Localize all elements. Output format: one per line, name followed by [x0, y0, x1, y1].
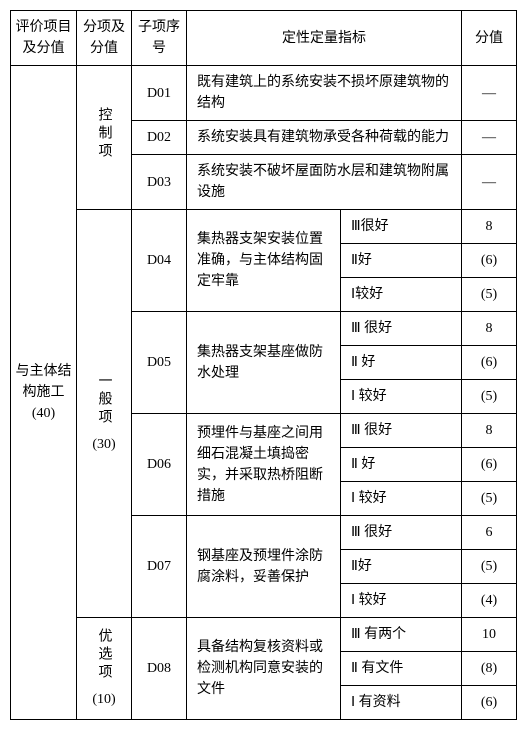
item-desc: 钢基座及预埋件涂防腐涂料，妥善保护	[187, 516, 341, 618]
item-desc: 系统安装具有建筑物承受各种荷载的能力	[187, 121, 462, 155]
score-cell: (5)	[462, 278, 517, 312]
grade-cell: Ⅱ 好	[341, 346, 462, 380]
item-code: D07	[132, 516, 187, 618]
item-code: D01	[132, 66, 187, 121]
item-code: D04	[132, 210, 187, 312]
control-label: 控制项	[77, 66, 132, 210]
header-col5: 分值	[462, 11, 517, 66]
main-category-label: 与主体结构施工	[16, 364, 72, 400]
item-desc: 既有建筑上的系统安装不损坏原建筑物的结构	[187, 66, 462, 121]
item-code: D06	[132, 414, 187, 516]
score-cell: 8	[462, 414, 517, 448]
grade-cell: Ⅰ 较好	[341, 380, 462, 414]
score-cell: (6)	[462, 244, 517, 278]
main-category-cell: 与主体结构施工 (40)	[11, 66, 77, 720]
optional-label: 优选项	[94, 628, 115, 682]
score-cell: (5)	[462, 482, 517, 516]
general-score: (30)	[92, 437, 115, 452]
general-label: 一般项	[94, 373, 115, 427]
item-desc: 系统安装不破坏屋面防水层和建筑物附属设施	[187, 155, 462, 210]
grade-cell: Ⅱ 好	[341, 448, 462, 482]
evaluation-table: 评价项目及分值 分项及分值 子项序号 定性定量指标 分值 与主体结构施工 (40…	[10, 10, 517, 720]
score-cell: 8	[462, 210, 517, 244]
score-cell: (5)	[462, 380, 517, 414]
grade-cell: Ⅰ 有资料	[341, 686, 462, 720]
table-header-row: 评价项目及分值 分项及分值 子项序号 定性定量指标 分值	[11, 11, 517, 66]
item-desc: 集热器支架安装位置准确，与主体结构固定牢靠	[187, 210, 341, 312]
score-cell: 10	[462, 618, 517, 652]
item-code: D03	[132, 155, 187, 210]
item-desc: 具备结构复核资料或检测机构同意安装的文件	[187, 618, 341, 720]
item-score: —	[462, 155, 517, 210]
item-code: D08	[132, 618, 187, 720]
header-col4: 定性定量指标	[187, 11, 462, 66]
optional-label-cell: 优选项 (10)	[77, 618, 132, 720]
grade-cell: Ⅲ 有两个	[341, 618, 462, 652]
score-cell: 6	[462, 516, 517, 550]
grade-cell: Ⅰ较好	[341, 278, 462, 312]
header-col3: 子项序号	[132, 11, 187, 66]
header-col1: 评价项目及分值	[11, 11, 77, 66]
grade-cell: Ⅲ 很好	[341, 312, 462, 346]
main-category-score: (40)	[32, 406, 55, 421]
grade-cell: Ⅲ 很好	[341, 516, 462, 550]
general-label-cell: 一般项 (30)	[77, 210, 132, 618]
score-cell: (6)	[462, 346, 517, 380]
score-cell: (4)	[462, 584, 517, 618]
grade-cell: Ⅱ好	[341, 244, 462, 278]
score-cell: (6)	[462, 448, 517, 482]
table-row: 优选项 (10) D08 具备结构复核资料或检测机构同意安装的文件 Ⅲ 有两个 …	[11, 618, 517, 652]
score-cell: (5)	[462, 550, 517, 584]
item-code: D02	[132, 121, 187, 155]
score-cell: (8)	[462, 652, 517, 686]
grade-cell: Ⅱ 有文件	[341, 652, 462, 686]
header-col2: 分项及分值	[77, 11, 132, 66]
item-desc: 预埋件与基座之间用细石混凝土填捣密实，并采取热桥阻断措施	[187, 414, 341, 516]
item-score: —	[462, 66, 517, 121]
item-desc: 集热器支架基座做防水处理	[187, 312, 341, 414]
grade-cell: Ⅱ好	[341, 550, 462, 584]
item-code: D05	[132, 312, 187, 414]
score-cell: (6)	[462, 686, 517, 720]
score-cell: 8	[462, 312, 517, 346]
table-row: 一般项 (30) D04 集热器支架安装位置准确，与主体结构固定牢靠 Ⅲ很好 8	[11, 210, 517, 244]
optional-score: (10)	[92, 692, 115, 707]
grade-cell: Ⅲ很好	[341, 210, 462, 244]
grade-cell: Ⅰ 较好	[341, 584, 462, 618]
grade-cell: Ⅲ 很好	[341, 414, 462, 448]
item-score: —	[462, 121, 517, 155]
table-row: 与主体结构施工 (40) 控制项 D01 既有建筑上的系统安装不损坏原建筑物的结…	[11, 66, 517, 121]
grade-cell: Ⅰ 较好	[341, 482, 462, 516]
